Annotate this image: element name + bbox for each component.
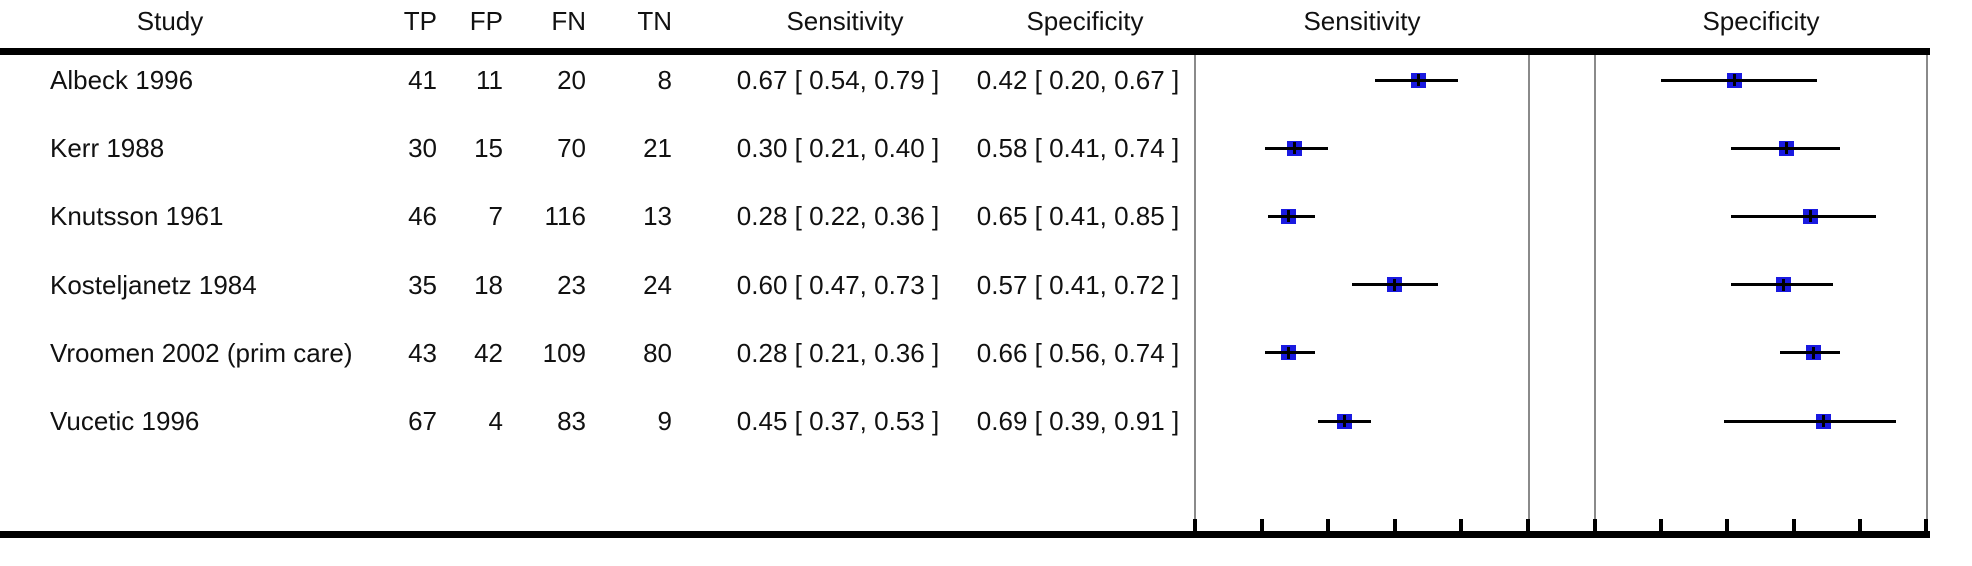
fn-value: 83 (557, 406, 586, 436)
tn-value: 80 (643, 337, 672, 368)
specificity-ci-text: 0.66 [ 0.56, 0.74 ] (976, 337, 1180, 368)
sensitivity-point-cross (1286, 210, 1290, 223)
specificity-ci-text: 0.65 [ 0.41, 0.85 ] (976, 201, 1180, 232)
axis-tick (1259, 519, 1264, 531)
tp-value: 67 (408, 406, 437, 436)
sensitivity-ci-text: 0.28 [ 0.21, 0.36 ] (736, 337, 940, 368)
sensitivity-ci-line (1374, 78, 1459, 82)
axis-tick (1392, 519, 1397, 531)
tn-value: 24 (643, 269, 672, 300)
sensitivity-point-cross (1393, 278, 1397, 291)
specificity-ci-text: 0.42 [ 0.20, 0.67 ] (976, 65, 1180, 95)
fn-value: 20 (557, 65, 586, 95)
tn-value: 8 (657, 65, 672, 95)
bottom-rule (0, 531, 1930, 538)
specificity-ci-line (1724, 419, 1897, 423)
panel-border (1194, 55, 1196, 531)
panel-border (1594, 55, 1596, 531)
specificity-point-cross (1782, 278, 1786, 291)
axis-tick (1459, 519, 1464, 531)
sensitivity-point-cross (1343, 415, 1347, 427)
axis-tick (1857, 519, 1862, 531)
sensitivity-point-cross (1416, 74, 1420, 86)
axis-tick (1593, 519, 1597, 531)
axis-tick (1526, 519, 1530, 531)
specificity-ci-line (1661, 78, 1817, 82)
fp-value: 4 (488, 406, 503, 436)
specificity-point-cross (1732, 74, 1736, 86)
axis-tick (1193, 519, 1197, 531)
axis-tick (1924, 519, 1928, 531)
sensitivity-point-cross (1293, 142, 1297, 155)
specificity-point-cross (1785, 142, 1789, 155)
sensitivity-ci-line (1268, 214, 1315, 218)
fp-value: 11 (476, 65, 503, 95)
fn-value: 70 (557, 133, 586, 164)
fn-value: 109 (542, 337, 586, 368)
specificity-ci-line (1780, 351, 1840, 355)
tp-value: 41 (408, 65, 437, 95)
study-name: Albeck 1996 (50, 65, 194, 95)
axis-tick (1791, 519, 1796, 531)
study-name: Knutsson 1961 (50, 201, 224, 232)
study-name: Kosteljanetz 1984 (50, 269, 257, 300)
study-name: Vroomen 2002 (prim care) (50, 337, 353, 368)
tn-value: 13 (643, 201, 672, 232)
panel-border (1926, 55, 1928, 531)
specificity-point-cross (1808, 210, 1812, 223)
plot-header-sensitivity: Sensitivity (1303, 6, 1421, 36)
column-header-tp: TP (403, 6, 437, 36)
fp-value: 7 (488, 201, 503, 232)
sensitivity-ci-line (1264, 351, 1315, 355)
tn-value: 21 (643, 133, 672, 164)
sensitivity-ci-text: 0.30 [ 0.21, 0.40 ] (736, 133, 940, 164)
top-rule (0, 48, 1930, 55)
specificity-ci-text: 0.69 [ 0.39, 0.91 ] (976, 406, 1180, 436)
fp-value: 18 (474, 269, 503, 300)
sensitivity-ci-text: 0.28 [ 0.22, 0.36 ] (736, 201, 940, 232)
panel-border (1528, 55, 1530, 531)
sensitivity-ci-line (1264, 146, 1329, 150)
study-name: Kerr 1988 (50, 133, 165, 164)
axis-tick (1725, 519, 1730, 531)
sensitivity-ci-text: 0.67 [ 0.54, 0.79 ] (736, 65, 940, 95)
specificity-ci-line (1730, 214, 1877, 218)
sensitivity-ci-text: 0.45 [ 0.37, 0.53 ] (736, 406, 940, 436)
plot-header-specificity: Specificity (1702, 6, 1820, 36)
tn-value: 9 (657, 406, 672, 436)
specificity-point-cross (1811, 346, 1815, 359)
column-header-sensitivity-text: Sensitivity (786, 6, 904, 36)
column-header-study: Study (136, 6, 204, 36)
tp-value: 46 (408, 201, 437, 232)
fn-value: 23 (557, 269, 586, 300)
specificity-ci-text: 0.58 [ 0.41, 0.74 ] (976, 133, 1180, 164)
column-header-fn: FN (551, 6, 586, 36)
study-name: Vucetic 1996 (50, 406, 200, 436)
column-header-tn: TN (637, 6, 672, 36)
fp-value: 15 (474, 133, 503, 164)
axis-tick (1659, 519, 1664, 531)
tp-value: 35 (408, 269, 437, 300)
column-header-fp: FP (469, 6, 503, 36)
specificity-point-cross (1821, 415, 1825, 427)
specificity-ci-line (1730, 146, 1840, 150)
specificity-ci-text: 0.57 [ 0.41, 0.72 ] (976, 269, 1180, 300)
fn-value: 116 (544, 201, 586, 232)
sensitivity-ci-text: 0.60 [ 0.47, 0.73 ] (736, 269, 940, 300)
tp-value: 30 (408, 133, 437, 164)
fp-value: 42 (474, 337, 503, 368)
column-header-specificity-text: Specificity (1026, 6, 1144, 36)
sensitivity-point-cross (1286, 346, 1290, 359)
axis-tick (1326, 519, 1331, 531)
tp-value: 43 (408, 337, 437, 368)
specificity-ci-line (1730, 283, 1834, 287)
